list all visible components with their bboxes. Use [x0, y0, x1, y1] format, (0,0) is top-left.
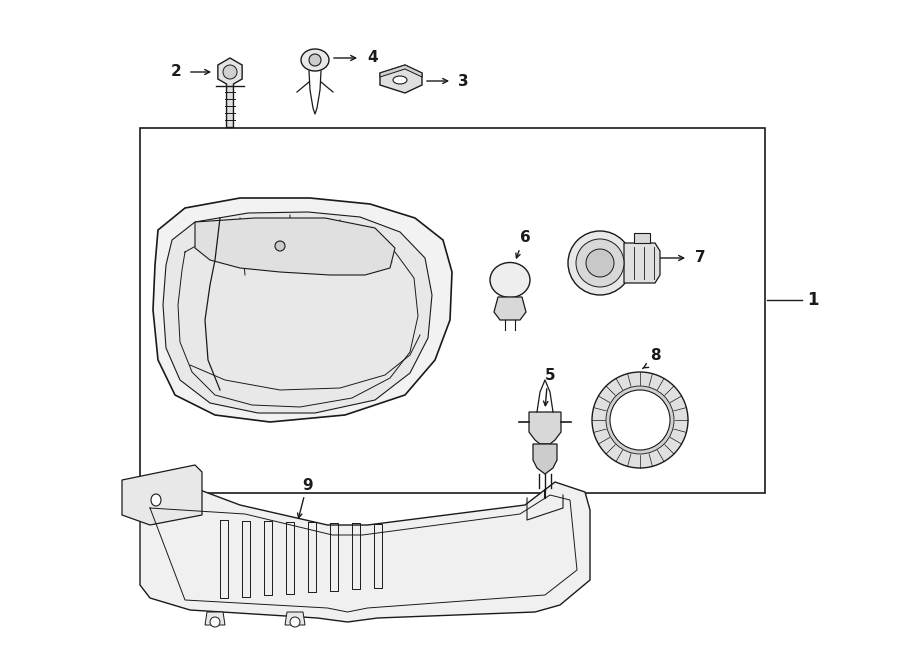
- Polygon shape: [122, 465, 202, 525]
- Circle shape: [223, 65, 237, 79]
- Bar: [140, 128, 765, 493]
- Polygon shape: [195, 218, 395, 275]
- Polygon shape: [634, 233, 650, 243]
- Circle shape: [568, 231, 632, 295]
- Polygon shape: [205, 612, 225, 625]
- Polygon shape: [153, 198, 452, 422]
- Circle shape: [210, 617, 220, 627]
- Text: 7: 7: [695, 251, 706, 266]
- Circle shape: [275, 241, 285, 251]
- Circle shape: [576, 239, 624, 287]
- Ellipse shape: [393, 76, 407, 84]
- Polygon shape: [533, 444, 557, 474]
- Text: 3: 3: [458, 73, 469, 89]
- Circle shape: [610, 390, 670, 450]
- Text: 1: 1: [807, 291, 818, 309]
- Circle shape: [586, 249, 614, 277]
- Ellipse shape: [490, 262, 530, 297]
- Text: 9: 9: [302, 477, 313, 492]
- Circle shape: [309, 54, 321, 66]
- Text: 2: 2: [170, 65, 181, 79]
- Ellipse shape: [151, 494, 161, 506]
- Text: 5: 5: [544, 368, 555, 383]
- Polygon shape: [218, 58, 242, 86]
- Circle shape: [290, 617, 300, 627]
- Polygon shape: [380, 65, 422, 93]
- Polygon shape: [163, 212, 432, 413]
- Polygon shape: [624, 243, 660, 283]
- Text: 4: 4: [367, 50, 378, 65]
- Polygon shape: [494, 297, 526, 320]
- Polygon shape: [529, 412, 561, 444]
- Polygon shape: [380, 65, 422, 77]
- Text: 8: 8: [650, 348, 661, 362]
- Circle shape: [606, 386, 674, 454]
- Polygon shape: [140, 470, 590, 622]
- Polygon shape: [285, 612, 305, 625]
- Ellipse shape: [301, 49, 329, 71]
- Text: 6: 6: [519, 231, 530, 245]
- Circle shape: [592, 372, 688, 468]
